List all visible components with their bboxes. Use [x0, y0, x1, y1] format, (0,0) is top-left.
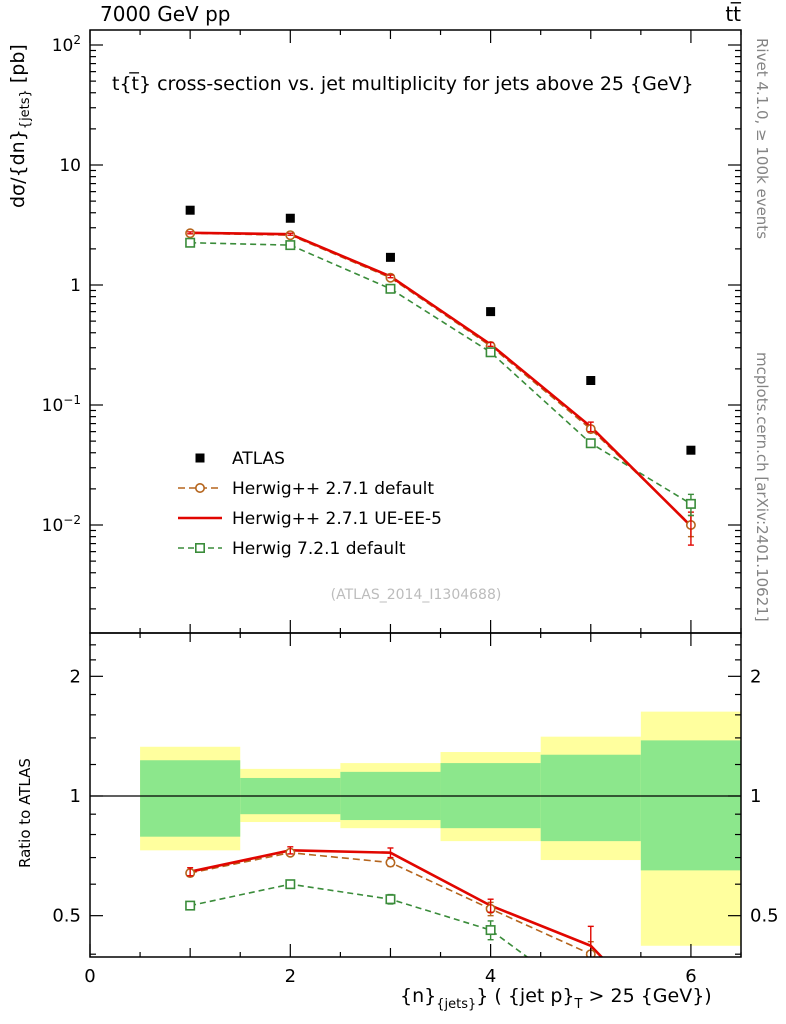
data-point — [285, 213, 295, 223]
ratio-tick-label: 1 — [70, 786, 81, 807]
data-point — [485, 925, 496, 936]
legend-item: ATLAS — [195, 449, 285, 469]
series-line — [189, 851, 596, 957]
data-point — [385, 283, 396, 294]
ratio-tick-label: 0.5 — [750, 906, 779, 927]
legend: ATLAS Herwig++ 2.7.1 default Herwig++ 2.7.… — [178, 449, 442, 559]
legend-label: ATLAS — [232, 449, 285, 469]
x-tick-label: 4 — [485, 966, 496, 987]
header-beam-label: 7000 GeV pp — [100, 2, 231, 26]
data-point — [486, 307, 496, 317]
rivet-version-text: Rivet 4.1.0, ≥ 100k events — [753, 38, 771, 239]
legend-item: Herwig++ 2.7.1 UE-EE-5 — [178, 509, 442, 529]
green-band — [140, 760, 241, 837]
y-tick-label: 102 — [52, 33, 81, 56]
data-point — [385, 894, 396, 905]
watermark-analysis-id: (ATLAS_2014_I1304688) — [331, 587, 502, 603]
axes-ticks: 0 2 4 6 102 10 1 10−1 10−2 2 2 1 1 0.5 0.5 — [42, 30, 779, 987]
ratio-axis-label: Ratio to ATLAS — [16, 758, 34, 868]
data-point — [285, 240, 296, 251]
ratio-panel-frame — [89, 632, 742, 958]
data-point — [685, 498, 696, 509]
data-point — [485, 347, 496, 358]
mcplots-citation-text: mcplots.cern.ch [arXiv:2401.10621] — [753, 352, 771, 622]
data-point — [195, 482, 206, 493]
plot-title: t{t̅} cross-section vs. jet multiplicity… — [112, 71, 694, 95]
main-series — [185, 205, 696, 546]
legend-item: Herwig++ 2.7.1 default — [178, 479, 434, 499]
green-band — [540, 754, 641, 842]
data-point — [185, 205, 195, 215]
ratio-tick-label: 2 — [70, 666, 81, 687]
series-line — [190, 231, 692, 527]
x-tick-label: 6 — [685, 966, 696, 987]
data-point — [185, 237, 196, 248]
ratio-tick-label: 1 — [750, 786, 761, 807]
data-point — [195, 542, 206, 553]
data-point — [585, 438, 596, 449]
data-point — [385, 857, 396, 868]
data-point — [195, 453, 205, 463]
legend-item: Herwig 7.2.1 default — [178, 539, 406, 559]
data-point — [385, 252, 395, 262]
series-line — [190, 241, 692, 505]
header-process-label: tt̅ — [725, 1, 742, 26]
series-line — [189, 883, 529, 957]
x-tick-label: 0 — [84, 966, 95, 987]
y-tick-label: 10−1 — [42, 393, 81, 416]
y-tick-label: 10−2 — [42, 513, 81, 536]
x-tick-label: 2 — [285, 966, 296, 987]
data-point — [586, 376, 596, 386]
data-point — [686, 445, 696, 455]
uncertainty-bands — [140, 711, 741, 946]
data-point — [285, 879, 296, 890]
series-line — [189, 849, 604, 957]
y-tick-label: 10 — [59, 156, 81, 176]
ratio-tick-label: 2 — [750, 666, 761, 687]
data-point — [185, 900, 196, 911]
legend-label: Herwig 7.2.1 default — [232, 539, 406, 559]
y-tick-label: 1 — [70, 276, 81, 296]
y-axis-label: dσ/{dn}{jets} [pb] — [7, 44, 33, 208]
x-axis-label: {n}{jets}} ( {jet p}T > 25 {GeV}) — [400, 985, 712, 1012]
legend-label: Herwig++ 2.7.1 UE-EE-5 — [232, 509, 442, 529]
main-panel-frame — [89, 29, 742, 634]
green-band — [640, 740, 741, 871]
legend-label: Herwig++ 2.7.1 default — [232, 479, 434, 499]
ratio-tick-label: 0.5 — [52, 906, 81, 927]
ratio-series — [185, 846, 604, 957]
chart-layer: 0 2 4 6 102 10 1 10−1 10−2 2 2 1 1 0.5 0.5 ATLAS Herwig+… — [42, 29, 779, 987]
